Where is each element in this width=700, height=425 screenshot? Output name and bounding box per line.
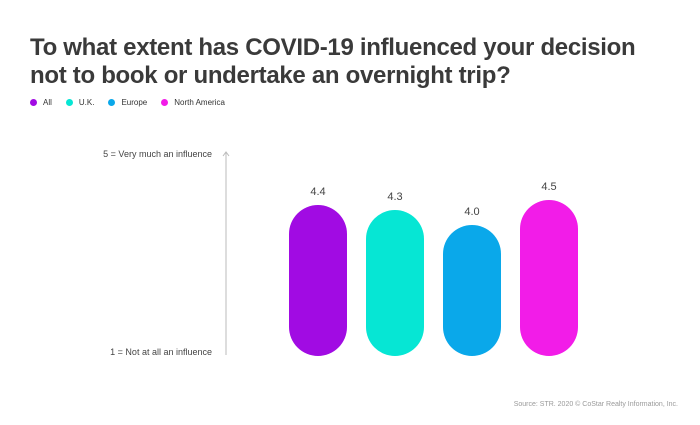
legend-swatch-uk — [65, 99, 73, 106]
chart-title: To what extent has COVID-19 influenced y… — [30, 34, 636, 89]
legend-label-uk: U.K. — [78, 98, 95, 107]
value-label-u-k: 4.3 — [387, 191, 402, 203]
bar-europe — [443, 225, 501, 356]
value-label-europe: 4.0 — [464, 206, 479, 218]
value-label-all: 4.4 — [310, 186, 325, 198]
legend-label-north-america: North America — [174, 98, 225, 107]
legend-swatch-north-america — [161, 99, 169, 106]
legend-item-north-america: North America — [161, 98, 225, 107]
bar-u-k — [366, 210, 424, 356]
y-axis-bottom-label: 1 = Not at all an influence — [110, 347, 212, 357]
legend-label-all: All — [43, 98, 52, 107]
legend-item-all: All — [30, 98, 52, 107]
legend-item-europe: Europe — [108, 98, 147, 107]
y-axis-top-label: 5 = Very much an influence — [103, 149, 212, 159]
legend-swatch-all — [30, 99, 37, 106]
bar-all — [289, 205, 347, 356]
legend-swatch-europe — [108, 99, 116, 106]
legend: All U.K. Europe North America — [30, 98, 239, 107]
source-note: Source: STR. 2020 © CoStar Realty Inform… — [513, 401, 678, 408]
value-label-north-america: 4.5 — [541, 181, 556, 193]
legend-item-uk: U.K. — [65, 98, 95, 107]
y-axis-arrow — [222, 151, 230, 157]
bar-north-america — [520, 200, 578, 356]
legend-label-europe: Europe — [121, 98, 148, 107]
